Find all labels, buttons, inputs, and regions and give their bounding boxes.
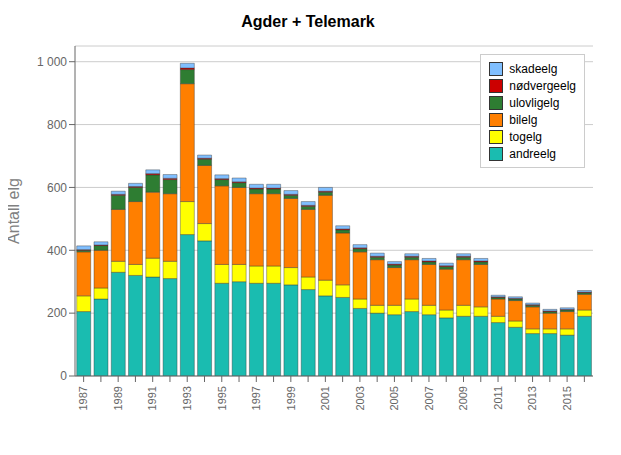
svg-text:2003: 2003 <box>354 386 366 410</box>
html-text:andreelg: andreelg <box>509 146 556 161</box>
svg-text:200: 200 <box>47 306 67 320</box>
svg-text:1987: 1987 <box>77 386 89 410</box>
html-text:bilelg: bilelg <box>509 112 538 127</box>
svg-text:2013: 2013 <box>526 386 538 410</box>
svg-text:400: 400 <box>47 244 67 258</box>
html-text:Agder + Telemark: Agder + Telemark <box>241 13 375 30</box>
svg-text:2011: 2011 <box>492 386 504 410</box>
svg-text:1991: 1991 <box>147 386 159 410</box>
html-text:nødvergeelg: nødvergeelg <box>509 78 576 93</box>
svg-text:2015: 2015 <box>561 386 573 410</box>
svg-text:Antall elg: Antall elg <box>8 178 22 244</box>
svg-text:2001: 2001 <box>319 386 331 410</box>
svg-text:1997: 1997 <box>250 386 262 410</box>
svg-text:2005: 2005 <box>388 386 400 410</box>
html-text:skadeelg: skadeelg <box>509 61 558 76</box>
svg-text:1989: 1989 <box>112 386 124 410</box>
html-text:togelg: togelg <box>509 129 542 144</box>
svg-text:0: 0 <box>60 369 67 383</box>
svg-text:1999: 1999 <box>285 386 297 410</box>
svg-text:1 000: 1 000 <box>37 55 67 69</box>
svg-text:1993: 1993 <box>181 386 193 410</box>
svg-text:800: 800 <box>47 118 67 132</box>
html-text:ulovligelg: ulovligelg <box>509 95 560 110</box>
svg-text:2007: 2007 <box>423 386 435 410</box>
svg-text:600: 600 <box>47 181 67 195</box>
svg-text:2009: 2009 <box>457 386 469 410</box>
svg-text:1995: 1995 <box>216 386 228 410</box>
